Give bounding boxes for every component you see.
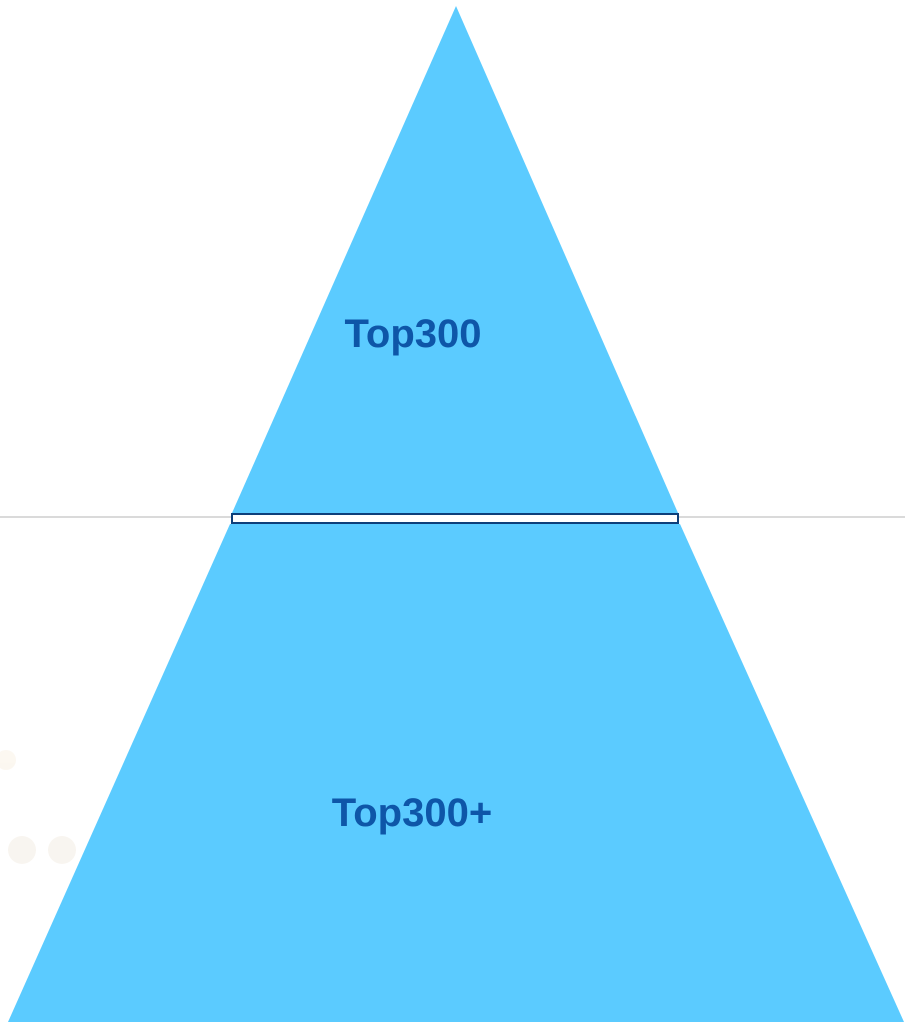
tier-label-top: Top300 [344, 312, 481, 356]
watermark-dot-3 [0, 750, 16, 770]
pyramid-top-tier [232, 6, 678, 513]
watermark-dot-1 [8, 836, 36, 864]
tier-label-bottom: Top300+ [332, 791, 492, 835]
watermark [0, 750, 76, 864]
pyramid-bottom-tier [8, 524, 904, 1022]
watermark-dot-2 [48, 836, 76, 864]
tier-divider [232, 514, 678, 523]
